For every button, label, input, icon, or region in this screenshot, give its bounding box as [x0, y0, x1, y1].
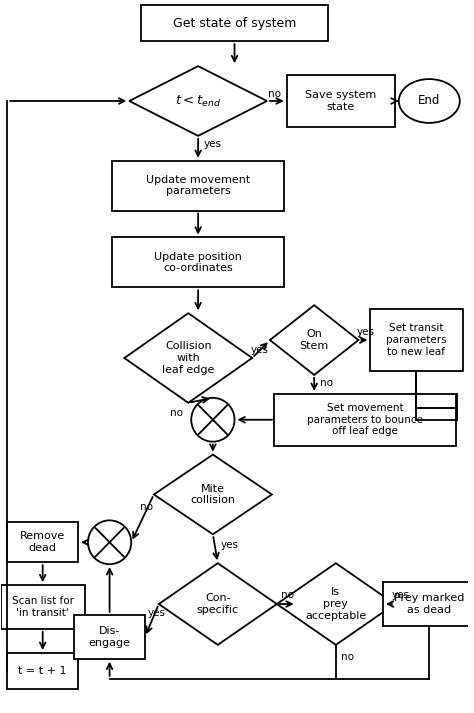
FancyBboxPatch shape — [141, 6, 328, 41]
FancyBboxPatch shape — [112, 160, 284, 210]
Text: yes: yes — [356, 327, 374, 337]
Text: no: no — [281, 590, 294, 600]
Text: Scan list for
'in transit': Scan list for 'in transit' — [12, 596, 73, 618]
Text: On
Stem: On Stem — [300, 329, 329, 351]
Polygon shape — [124, 313, 252, 403]
Text: yes: yes — [148, 608, 166, 618]
Polygon shape — [159, 563, 277, 645]
FancyBboxPatch shape — [287, 75, 395, 127]
FancyBboxPatch shape — [7, 523, 78, 562]
Text: Set movement
parameters to bounce
off leaf edge: Set movement parameters to bounce off le… — [307, 403, 423, 436]
FancyBboxPatch shape — [1, 585, 84, 629]
Circle shape — [88, 520, 131, 564]
Text: Prey marked
as dead: Prey marked as dead — [394, 593, 465, 615]
FancyBboxPatch shape — [383, 582, 474, 626]
Text: Mite
collision: Mite collision — [191, 483, 236, 506]
Ellipse shape — [399, 79, 460, 123]
Circle shape — [191, 398, 235, 441]
Text: no: no — [170, 408, 183, 418]
FancyBboxPatch shape — [74, 615, 145, 659]
Text: yes: yes — [392, 590, 410, 600]
Text: Con-
specific: Con- specific — [197, 593, 239, 615]
Text: no: no — [268, 89, 282, 99]
Text: Update movement
parameters: Update movement parameters — [146, 175, 250, 197]
Text: Get state of system: Get state of system — [173, 17, 296, 30]
Polygon shape — [277, 563, 395, 645]
Text: End: End — [418, 95, 440, 108]
Text: $t < t_{end}$: $t < t_{end}$ — [175, 93, 221, 108]
Text: yes: yes — [220, 540, 238, 550]
FancyBboxPatch shape — [7, 653, 78, 689]
Text: t = t + 1: t = t + 1 — [18, 666, 67, 676]
FancyBboxPatch shape — [112, 237, 284, 287]
Text: Collision
with
leaf edge: Collision with leaf edge — [162, 342, 214, 374]
Text: Set transit
parameters
to new leaf: Set transit parameters to new leaf — [386, 324, 447, 356]
Polygon shape — [154, 455, 272, 534]
Text: Save system
state: Save system state — [305, 91, 376, 112]
Polygon shape — [270, 305, 358, 375]
Text: Update position
co-ordinates: Update position co-ordinates — [154, 252, 242, 273]
Text: Dis-
engage: Dis- engage — [89, 626, 131, 647]
Text: yes: yes — [204, 139, 222, 149]
Text: no: no — [341, 652, 354, 662]
Text: Is
prey
acceptable: Is prey acceptable — [305, 588, 366, 620]
FancyBboxPatch shape — [370, 309, 463, 371]
FancyBboxPatch shape — [274, 394, 456, 446]
Text: no: no — [140, 503, 154, 513]
Text: Remove
dead: Remove dead — [20, 531, 65, 553]
Text: yes: yes — [251, 345, 269, 355]
Text: no: no — [319, 378, 332, 388]
Polygon shape — [129, 66, 267, 136]
